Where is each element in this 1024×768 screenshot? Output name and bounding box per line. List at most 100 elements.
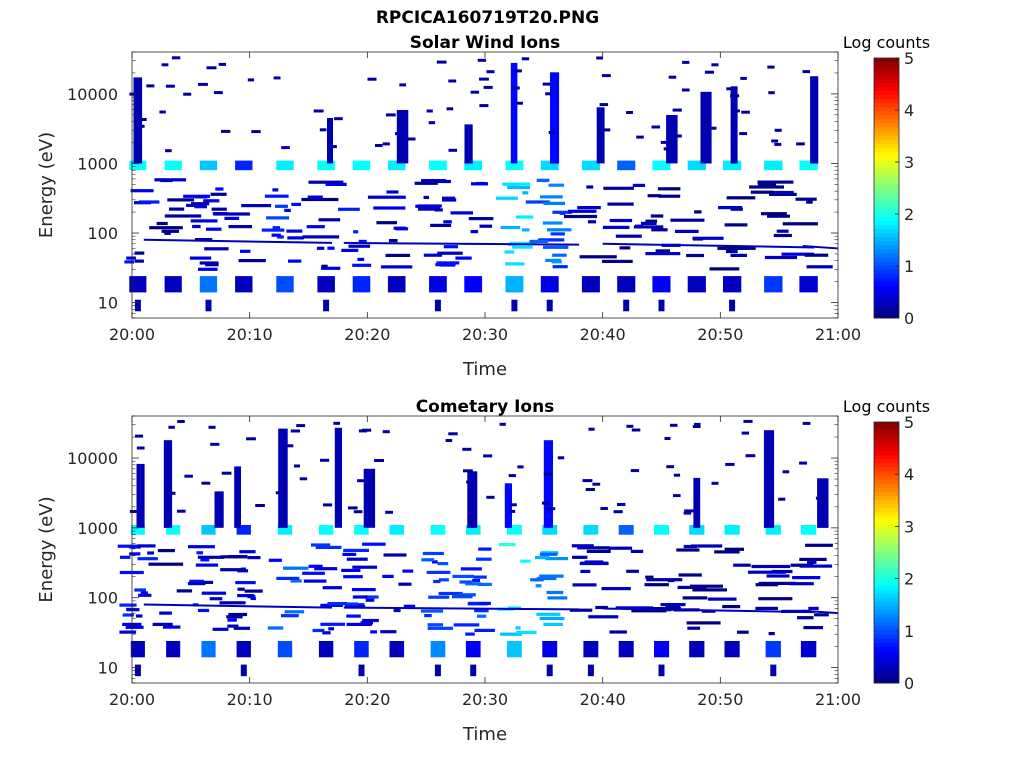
heatmap-cell <box>766 574 790 578</box>
colorbar-swatch <box>874 621 899 627</box>
colorbar-swatch <box>874 581 899 586</box>
heatmap-cell <box>152 622 173 626</box>
heatmap-cell <box>631 428 641 432</box>
colorbar-swatch <box>874 658 899 664</box>
heatmap-cell <box>778 497 786 501</box>
heatmap-cell <box>465 525 481 535</box>
colorbar-swatch <box>874 293 899 299</box>
heatmap-cell <box>507 525 522 535</box>
heatmap-cell <box>443 245 459 249</box>
heatmap-cell <box>470 664 477 677</box>
heatmap-cell <box>424 614 432 618</box>
heatmap-cell <box>318 218 341 222</box>
colorbar-tick-label: 5 <box>904 413 914 432</box>
heatmap-cell <box>276 576 300 580</box>
heatmap-cell <box>353 510 363 514</box>
heatmap-cell <box>644 583 669 587</box>
heatmap-cell <box>334 427 342 528</box>
heatmap-cell <box>134 588 146 592</box>
heatmap-cell <box>167 198 195 202</box>
heatmap-cell <box>763 430 775 528</box>
heatmap-cell <box>807 560 817 564</box>
heatmap-cell <box>346 557 368 561</box>
heatmap-cell <box>236 641 251 658</box>
heatmap-cell <box>796 142 805 146</box>
heatmap-cell <box>176 509 186 513</box>
heatmap-cell <box>215 498 223 502</box>
colorbar-swatch <box>874 110 899 116</box>
heatmap-cell <box>436 261 460 265</box>
heatmap-cell <box>522 228 530 232</box>
heatmap-cell <box>147 551 154 555</box>
heatmap-cell <box>438 578 449 582</box>
heatmap-cell <box>125 625 144 629</box>
heatmap-cell <box>301 197 339 202</box>
heatmap-cell <box>581 160 600 171</box>
heatmap-cell <box>522 191 529 195</box>
heatmap-cell <box>810 76 819 164</box>
heatmap-cell <box>210 192 227 196</box>
heatmap-cell <box>693 477 701 528</box>
heatmap-cell <box>206 227 222 231</box>
heatmap-cell <box>130 641 145 658</box>
heatmap-cell <box>602 259 633 263</box>
heatmap-cell <box>197 555 225 559</box>
heatmap-cell <box>795 197 817 201</box>
heatmap-cell <box>177 420 185 423</box>
heatmap-cell <box>370 630 377 634</box>
heatmap-cell <box>437 562 449 566</box>
heatmap-cell <box>166 491 176 495</box>
colorbar-swatch <box>874 597 899 602</box>
heatmap-cell <box>499 422 506 426</box>
colorbar-swatch <box>874 204 899 209</box>
colorbar-swatch <box>874 450 899 456</box>
heatmap-cell <box>347 506 358 510</box>
heatmap-cell <box>299 477 308 481</box>
heatmap-cell <box>136 446 145 450</box>
heatmap-cell <box>119 630 137 634</box>
heatmap-cell <box>515 630 537 635</box>
heatmap-cell <box>687 160 706 171</box>
heatmap-cell <box>768 632 775 636</box>
heatmap-cell <box>617 160 636 171</box>
heatmap-cell <box>430 641 446 658</box>
colorbar-swatch <box>874 175 899 181</box>
heatmap-cell <box>755 606 778 610</box>
heatmap-cell <box>758 597 793 601</box>
colorbar-frame <box>873 421 900 684</box>
heatmap-cell <box>342 552 357 556</box>
heatmap-cell <box>546 299 553 312</box>
heatmap-cell <box>362 428 372 432</box>
colorbar-swatch <box>874 273 899 278</box>
heatmap-cell <box>288 259 302 263</box>
heatmap-cell <box>348 244 371 248</box>
heatmap-cell <box>577 546 610 550</box>
heatmap-cell <box>789 582 814 586</box>
heatmap-cell <box>545 557 569 561</box>
colorbar-swatch <box>874 605 899 611</box>
heatmap-cell <box>450 211 473 215</box>
heatmap-cell <box>724 525 740 535</box>
heatmap-cell <box>323 503 333 507</box>
heatmap-cell <box>692 425 701 428</box>
colorbar-swatch <box>874 143 899 148</box>
heatmap-cell <box>399 83 407 87</box>
heatmap-cell <box>272 226 280 230</box>
heatmap-cell <box>592 482 601 486</box>
heatmap-cell <box>281 146 290 150</box>
heatmap-cell <box>815 496 826 500</box>
heatmap-cell <box>552 210 573 214</box>
heatmap-cell <box>572 583 597 587</box>
heatmap-cell <box>463 469 473 473</box>
heatmap-cell <box>117 544 138 548</box>
heatmap-cell <box>190 219 218 223</box>
heatmap-cell <box>626 569 639 573</box>
heatmap-cell <box>430 525 446 535</box>
heatmap-cell <box>203 199 220 203</box>
heatmap-cell <box>539 616 565 621</box>
heatmap-cell <box>477 58 487 62</box>
heatmap-cell <box>306 225 325 229</box>
heatmap-cell <box>645 252 681 256</box>
heatmap-cell <box>201 641 216 658</box>
heatmap-cell <box>617 503 626 506</box>
